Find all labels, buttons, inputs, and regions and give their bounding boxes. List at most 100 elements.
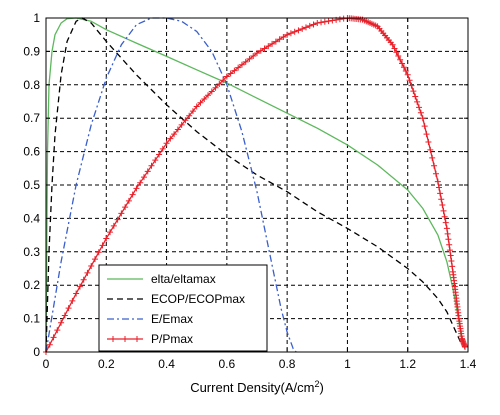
x-tick-label: 0.4 [158,357,175,371]
series-marker [272,38,279,45]
series-marker [439,202,446,209]
x-tick-label: 1.2 [399,357,416,371]
series-marker [437,190,444,197]
series-marker [321,18,328,25]
series-marker [201,95,208,102]
x-tick-label: 1.4 [460,357,477,371]
legend-label: P/Pmax [151,332,193,346]
series-marker [137,179,144,186]
series-marker [438,196,445,203]
series-marker [446,241,453,248]
x-axis-label-end: ) [319,380,323,395]
legend-entry: ECOP/ECOPmax [107,292,245,306]
series-marker [421,123,428,130]
series-marker [91,256,98,263]
series-marker [340,15,347,22]
series-marker [140,174,147,181]
series-marker [220,77,227,84]
series-marker [246,55,253,62]
series-marker [412,93,419,100]
y-tick-label: 0.1 [23,312,40,326]
series-marker [414,98,421,105]
series-marker [114,216,121,223]
legend-entry: E/Emax [107,312,193,326]
y-tick-label: 0.4 [23,211,40,225]
series-marker [406,77,413,84]
series-marker [443,225,450,232]
y-tick-label: 0.2 [23,278,40,292]
series-marker [223,73,230,80]
series-marker [69,297,76,304]
series-marker [118,210,125,217]
series-marker [107,229,114,236]
series-marker [280,33,287,40]
series-marker [242,58,249,65]
series-marker [395,52,402,59]
series-marker [186,112,193,119]
series-marker [235,64,242,71]
series-marker [178,121,185,128]
series-marker [419,115,426,122]
series-marker [329,17,336,24]
series-marker [391,45,398,52]
y-tick-label: 0.7 [23,111,40,125]
x-tick-label: 1 [344,357,351,371]
series-marker [182,117,189,124]
x-axis-label-main: Current Density(A/cm [190,380,314,395]
series-marker [291,28,298,35]
series-marker [417,109,424,116]
x-tick-label: 0 [43,357,50,371]
series-marker [325,18,332,25]
legend-label: elta/eltamax [151,272,216,286]
series-marker [310,21,317,28]
series-marker [250,52,257,59]
series-marker [227,70,234,77]
series-marker [129,191,136,198]
series-marker [216,80,223,87]
series-marker [152,157,159,164]
y-tick-label: 1 [33,11,40,25]
series-marker [276,36,283,43]
series-marker [314,20,321,27]
series-marker [144,168,151,175]
series-marker [205,92,212,99]
legend-label: E/Emax [151,312,193,326]
series-marker [208,88,215,95]
series-marker [446,247,453,254]
y-tick-label: 0.8 [23,78,40,92]
series-marker [402,68,409,75]
series-marker [54,327,61,334]
series-2 [45,17,463,353]
series-marker [238,61,245,68]
series-marker [302,24,309,31]
series-marker [442,219,449,226]
series-marker [410,88,417,95]
series-marker [447,252,454,259]
series-marker [269,40,276,47]
series-marker [444,230,451,237]
series-marker [80,276,87,283]
series-marker [76,283,83,290]
legend: elta/eltamax ECOP/ECOPmax E/Emax P/Pmax [98,264,268,352]
x-tick-label: 0.8 [279,357,296,371]
series-marker [148,162,155,169]
series-marker [431,162,438,169]
legend-marker [134,336,140,342]
series-marker [448,257,455,264]
y-tick-label: 0.3 [23,245,40,259]
series-marker [449,263,456,270]
series-marker [432,170,439,177]
series-marker [434,178,441,185]
series-marker [295,27,302,34]
series-marker [423,131,430,138]
series-line [45,17,463,353]
series-marker [416,104,423,111]
y-tick-label: 0 [33,345,40,359]
series-marker [159,145,166,152]
series-marker [435,184,442,191]
series-marker [122,204,129,211]
legend-entry: P/Pmax [107,332,193,346]
x-axis-label: Current Density(A/cm2) [190,379,324,395]
legend-marker [122,336,128,342]
